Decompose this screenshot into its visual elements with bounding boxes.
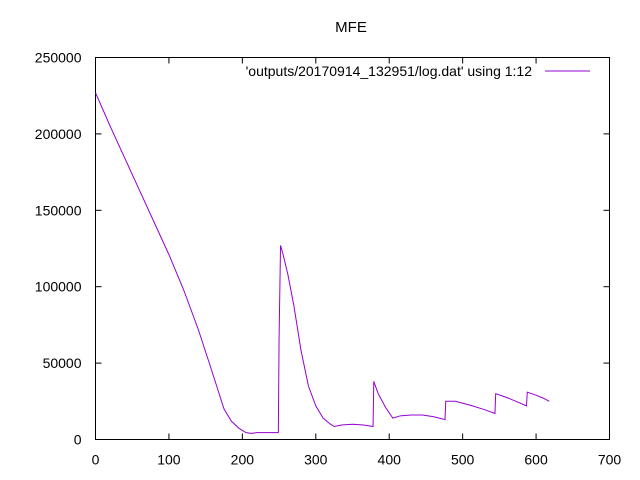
x-tick-label: 600 xyxy=(524,452,548,468)
y-tick-label: 250000 xyxy=(35,50,82,66)
y-tick-label: 200000 xyxy=(35,126,82,142)
legend: 'outputs/20170914_132951/log.dat' using … xyxy=(246,63,590,79)
y-tick-label: 0 xyxy=(74,432,82,448)
x-tick-label: 0 xyxy=(92,452,100,468)
series-line xyxy=(95,92,550,434)
y-axis: 0 50000 100000 150000 200000 250000 xyxy=(35,50,610,448)
y-tick-label: 100000 xyxy=(35,279,82,295)
x-tick-label: 500 xyxy=(451,452,475,468)
legend-label: 'outputs/20170914_132951/log.dat' using … xyxy=(246,63,533,79)
x-tick-label: 100 xyxy=(157,452,181,468)
y-tick-label: 150000 xyxy=(35,202,82,218)
x-tick-label: 700 xyxy=(598,452,622,468)
x-tick-label: 400 xyxy=(378,452,402,468)
y-tick-label: 50000 xyxy=(43,355,82,371)
plot-frame xyxy=(95,57,610,440)
x-tick-label: 300 xyxy=(304,452,328,468)
chart-title: MFE xyxy=(335,19,367,36)
x-axis: 0 100 200 300 400 500 600 700 xyxy=(92,57,622,468)
series-layer xyxy=(95,92,550,434)
x-tick-label: 200 xyxy=(231,452,255,468)
